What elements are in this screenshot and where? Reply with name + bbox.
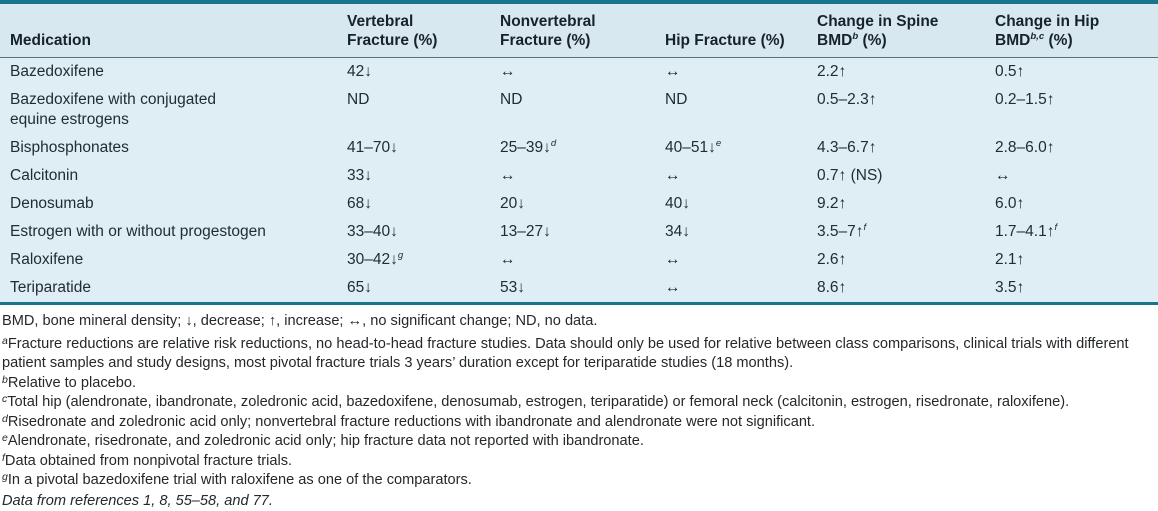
value-cell: 0.2–1.5↑ <box>995 86 1158 134</box>
value-cell: 20↓ <box>500 190 665 218</box>
value-cell: 41–70↓ <box>347 134 500 162</box>
value-cell: 42↓ <box>347 58 500 87</box>
value-cell: 3.5–7↑f <box>817 218 995 246</box>
value-cell: 53↓ <box>500 274 665 302</box>
footnotes-section: BMD, bone mineral density; ↓, decrease; … <box>0 305 1158 511</box>
value-cell: 1.7–4.1↑f <box>995 218 1158 246</box>
value-cell: 4.3–6.7↑ <box>817 134 995 162</box>
value-cell: ND <box>665 86 817 134</box>
column-header: Hip Fracture (%) <box>665 4 817 58</box>
value-cell: 2.8–6.0↑ <box>995 134 1158 162</box>
value-cell: 68↓ <box>347 190 500 218</box>
footnote-list: aFracture reductions are relative risk r… <box>2 335 1154 491</box>
value-cell: 34↓ <box>665 218 817 246</box>
value-cell: ↔ <box>665 58 817 87</box>
value-cell: 13–27↓ <box>500 218 665 246</box>
column-header: Medication <box>0 4 347 58</box>
medication-cell: Raloxifene <box>0 246 347 274</box>
medication-cell: Teriparatide <box>0 274 347 302</box>
value-cell: ↔ <box>665 246 817 274</box>
value-cell: 2.6↑ <box>817 246 995 274</box>
value-cell: 0.7↑ (NS) <box>817 162 995 190</box>
footnote: eAlendronate, risedronate, and zoledroni… <box>2 432 1154 452</box>
value-cell: ↔ <box>500 162 665 190</box>
value-cell: 9.2↑ <box>817 190 995 218</box>
footnote: gIn a pivotal bazedoxifene trial with ra… <box>2 471 1154 491</box>
value-cell: 2.2↑ <box>817 58 995 87</box>
value-cell: ↔ <box>665 162 817 190</box>
source-note: Data from references 1, 8, 55–58, and 77… <box>2 492 1154 511</box>
value-cell: 40↓ <box>665 190 817 218</box>
value-cell: 25–39↓d <box>500 134 665 162</box>
value-cell: ND <box>347 86 500 134</box>
value-cell: 40–51↓e <box>665 134 817 162</box>
value-cell: ↔ <box>995 162 1158 190</box>
footnote: bRelative to placebo. <box>2 374 1154 394</box>
value-cell: ↔ <box>665 274 817 302</box>
footnote: cTotal hip (alendronate, ibandronate, zo… <box>2 393 1154 413</box>
medication-cell: Bazedoxifene <box>0 58 347 87</box>
value-cell: 2.1↑ <box>995 246 1158 274</box>
value-cell: 0.5↑ <box>995 58 1158 87</box>
value-cell: 65↓ <box>347 274 500 302</box>
medication-cell: Estrogen with or without progestogen <box>0 218 347 246</box>
value-cell: 6.0↑ <box>995 190 1158 218</box>
medication-cell: Denosumab <box>0 190 347 218</box>
medication-cell: Calcitonin <box>0 162 347 190</box>
value-cell: ↔ <box>500 58 665 87</box>
value-cell: 30–42↓g <box>347 246 500 274</box>
abbreviations-note: BMD, bone mineral density; ↓, decrease; … <box>2 312 1154 332</box>
value-cell: 3.5↑ <box>995 274 1158 302</box>
value-cell: 33↓ <box>347 162 500 190</box>
footnote: fData obtained from nonpivotal fracture … <box>2 452 1154 472</box>
value-cell: ND <box>500 86 665 134</box>
footnote: aFracture reductions are relative risk r… <box>2 335 1154 374</box>
footnote: dRisedronate and zoledronic acid only; n… <box>2 413 1154 433</box>
value-cell: ↔ <box>500 246 665 274</box>
medication-cell: Bisphosphonates <box>0 134 347 162</box>
value-cell: 8.6↑ <box>817 274 995 302</box>
value-cell: 0.5–2.3↑ <box>817 86 995 134</box>
value-cell: 33–40↓ <box>347 218 500 246</box>
